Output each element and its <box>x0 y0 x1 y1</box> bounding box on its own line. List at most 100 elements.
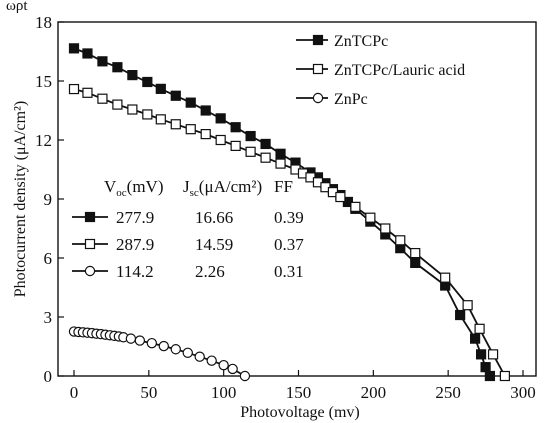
data-point <box>155 114 166 125</box>
data-point <box>97 93 108 104</box>
data-point <box>474 323 485 334</box>
x-tick-label: 100 <box>211 383 237 402</box>
data-point <box>484 370 496 382</box>
data-point <box>245 130 256 142</box>
data-point <box>335 191 346 203</box>
data-point <box>185 97 196 108</box>
voc-value: 287.9 <box>116 235 154 254</box>
table-row-marker <box>84 211 96 223</box>
legend-label: ZnPc <box>334 91 368 108</box>
data-point <box>82 48 93 59</box>
jsc-value: 16.66 <box>195 208 233 227</box>
data-point <box>142 109 153 120</box>
data-point <box>200 105 211 116</box>
data-point <box>68 43 80 54</box>
data-point <box>365 212 376 223</box>
table-row-marker <box>84 238 96 250</box>
y-tick-label: 0 <box>44 367 53 386</box>
data-point <box>350 201 361 212</box>
data-point <box>134 335 146 346</box>
legend-label: ZnTCPc/Lauric acid <box>334 62 465 79</box>
data-point <box>127 69 138 81</box>
data-point <box>194 351 205 362</box>
ff-value: 0.31 <box>274 262 304 281</box>
data-point <box>200 129 211 140</box>
x-tick-label: 300 <box>510 383 536 402</box>
data-point <box>499 370 510 382</box>
data-point <box>125 333 137 344</box>
y-tick-label: 9 <box>44 190 53 209</box>
data-point <box>462 300 473 311</box>
voc-value: 114.2 <box>116 262 154 281</box>
data-point <box>475 349 487 360</box>
y-tick-label: 18 <box>35 13 52 32</box>
data-point <box>97 56 108 67</box>
x-tick-label: 150 <box>286 383 312 402</box>
data-point <box>127 104 138 115</box>
data-point <box>275 148 286 159</box>
jsc-value: 14.59 <box>195 235 233 254</box>
voc-header: Voc(mV) <box>104 177 164 199</box>
voc-value: 277.9 <box>116 208 154 227</box>
data-point <box>182 347 193 358</box>
data-point <box>227 363 238 375</box>
data-point <box>260 138 271 150</box>
data-point <box>218 359 229 371</box>
ff-value: 0.39 <box>274 208 304 227</box>
series-3 <box>68 326 251 382</box>
axis-ticks: 0 50 100 150 200 250 300 0 3 6 9 12 15 18 <box>35 13 536 402</box>
series-2 <box>68 83 510 382</box>
x-tick-label: 200 <box>361 383 387 402</box>
data-point <box>68 83 80 95</box>
data-point <box>245 146 256 157</box>
clipped-header-fragment: ωρt <box>6 0 28 14</box>
data-point <box>170 344 181 355</box>
data-point <box>82 87 93 98</box>
data-point <box>215 134 226 146</box>
data-point <box>185 124 196 135</box>
data-point <box>410 247 421 259</box>
data-point <box>470 333 481 344</box>
data-point <box>230 140 241 151</box>
series-layer <box>68 43 510 382</box>
data-point <box>275 158 286 169</box>
x-axis-title: Photovoltage (mv) <box>240 404 360 421</box>
data-point <box>455 309 466 321</box>
data-point <box>158 340 169 352</box>
series-line <box>73 88 506 377</box>
data-point <box>215 113 226 124</box>
data-point <box>112 99 123 110</box>
data-point <box>206 355 217 366</box>
y-tick-label: 6 <box>44 249 53 268</box>
data-point <box>155 83 166 94</box>
data-point <box>146 337 158 349</box>
parameter-table: Voc(mV) Jsc(μA/cm²) FF 277.9 16.66 0.39 287… <box>72 177 304 281</box>
y-tick-label: 12 <box>35 131 52 150</box>
x-tick-label: 50 <box>140 383 157 402</box>
data-point <box>230 122 241 133</box>
y-axis-title: Photocurrent density (μA/cm²) <box>12 101 29 297</box>
jsc-value: 2.26 <box>195 262 225 281</box>
data-point <box>112 62 123 73</box>
legend: ZnTCPc ZnTCPc/Lauric acid ZnPc <box>296 33 465 108</box>
ff-value: 0.37 <box>274 235 304 254</box>
legend-marker <box>312 63 324 75</box>
data-point <box>487 349 499 360</box>
data-point <box>480 362 491 373</box>
data-point <box>170 119 181 130</box>
legend-marker <box>312 34 324 46</box>
y-tick-label: 15 <box>35 72 52 91</box>
data-point <box>440 272 451 283</box>
data-point <box>142 76 153 88</box>
jsc-header: Jsc(μA/cm²) <box>183 177 262 199</box>
legend-label: ZnTCPc <box>334 33 388 50</box>
data-point <box>380 223 391 234</box>
table-row-marker <box>84 265 96 277</box>
x-tick-label: 0 <box>70 383 79 402</box>
data-point <box>410 257 421 269</box>
data-point <box>239 370 251 382</box>
ff-header: FF <box>274 177 293 196</box>
data-point <box>170 90 181 101</box>
data-point <box>260 152 271 163</box>
